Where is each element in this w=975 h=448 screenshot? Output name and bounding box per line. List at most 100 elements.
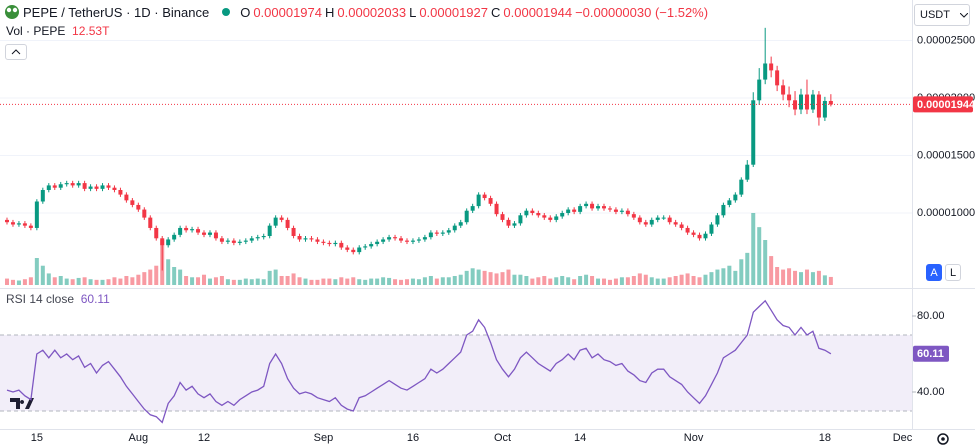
candle-body: [70, 183, 75, 186]
candle-body: [22, 223, 27, 226]
volume-bar: [357, 279, 362, 285]
rsi-name: RSI 14 close: [6, 292, 75, 306]
volume-name: Vol · PEPE: [6, 24, 66, 38]
volume-bar: [590, 276, 595, 285]
volume-bar: [237, 279, 242, 285]
candle-body: [202, 232, 207, 235]
volume-bar: [261, 279, 266, 285]
symbol-icon: [5, 5, 19, 19]
y-tick-label: 0.00001000: [917, 207, 975, 219]
volume-bar: [715, 269, 720, 285]
candle-body: [369, 244, 374, 247]
candle-body: [470, 206, 475, 211]
x-tick-label: Oct: [494, 432, 511, 444]
ohlc-key: H: [325, 4, 335, 20]
ohlc-value: 0.00001974: [253, 4, 322, 20]
candle-body: [667, 217, 672, 223]
candle-body: [422, 237, 427, 240]
volume-bar: [745, 252, 750, 285]
candle-body: [404, 240, 409, 242]
logo: [10, 398, 34, 409]
candle-body: [607, 208, 612, 210]
candle-body: [655, 217, 660, 220]
volume-bar: [40, 265, 45, 285]
ohlc-key: L: [409, 4, 417, 20]
candle-body: [757, 79, 762, 101]
volume-bar: [327, 278, 332, 285]
volume-bar: [548, 278, 553, 285]
candle-body: [172, 234, 177, 240]
candle-body: [673, 222, 678, 225]
candle-body: [703, 233, 708, 239]
volume-bar: [22, 279, 27, 285]
volume-bar: [219, 276, 224, 285]
candle-body: [410, 240, 415, 242]
volume-bar: [530, 278, 535, 285]
candle-body: [649, 219, 654, 225]
volume-bar: [422, 277, 427, 285]
collapse-button[interactable]: [5, 44, 27, 60]
chevron: [11, 49, 21, 55]
candle-body: [148, 217, 153, 228]
candle-body: [542, 215, 547, 218]
candle-body: [578, 206, 583, 212]
volume-bar: [416, 279, 421, 285]
candle-body: [518, 215, 523, 224]
candle-body: [769, 63, 774, 71]
volume-bar: [793, 270, 798, 285]
candle-body: [213, 232, 218, 239]
candle-body: [602, 206, 606, 209]
volume-bar: [118, 278, 123, 285]
currency-button[interactable]: USDT: [914, 4, 970, 26]
candle-body: [10, 222, 15, 225]
candle-body: [393, 237, 398, 239]
volume-bar: [787, 268, 792, 285]
candle-body: [428, 232, 433, 238]
candle-body: [530, 210, 535, 214]
candle-body: [333, 242, 338, 245]
volume-bar: [285, 276, 290, 285]
candle-body: [255, 237, 260, 239]
candle-body: [816, 94, 821, 118]
y-tick-label: 0.00001500: [917, 149, 975, 161]
candle-body: [763, 63, 768, 80]
volume-bar: [100, 279, 105, 285]
volume-bar: [482, 270, 487, 285]
volume-bar: [351, 277, 356, 285]
volume-bar: [804, 269, 809, 285]
volume-bar: [363, 279, 368, 285]
volume-bar: [554, 277, 559, 285]
y-tick-label: 40.00: [917, 386, 945, 398]
volume-bar: [5, 278, 9, 285]
volume-bar: [518, 274, 523, 285]
symbol[interactable]: PEPE / TetherUS · 1D · Binance: [23, 4, 210, 20]
volume-bar: [273, 269, 278, 285]
log-scale-button[interactable]: L: [945, 264, 961, 281]
candle-body: [327, 242, 332, 245]
candle-body: [375, 241, 380, 245]
volume-bar: [154, 265, 159, 285]
candle-body: [548, 217, 553, 220]
candle-body: [28, 225, 33, 228]
volume-bar: [625, 277, 630, 285]
volume-bar: [28, 277, 33, 285]
x-tick-label: Nov: [684, 432, 704, 444]
volume-bar: [267, 270, 272, 285]
candle-body: [554, 216, 559, 220]
candle-body: [727, 200, 732, 205]
candle-body: [506, 219, 511, 226]
volume-bar: [82, 277, 87, 285]
volume-bar: [536, 277, 541, 285]
volume-bar: [345, 278, 350, 285]
volume-bar: [184, 276, 189, 285]
volume-bar: [739, 259, 744, 285]
candle-body: [142, 209, 147, 218]
candle-body: [345, 247, 350, 250]
auto-scale-button[interactable]: A: [926, 264, 942, 281]
candle-body: [572, 209, 577, 212]
ohlc-key: C: [491, 4, 501, 20]
candle-body: [619, 210, 624, 212]
volume-bar: [512, 274, 517, 285]
volume-bar: [572, 279, 577, 285]
candle-body: [387, 237, 392, 240]
